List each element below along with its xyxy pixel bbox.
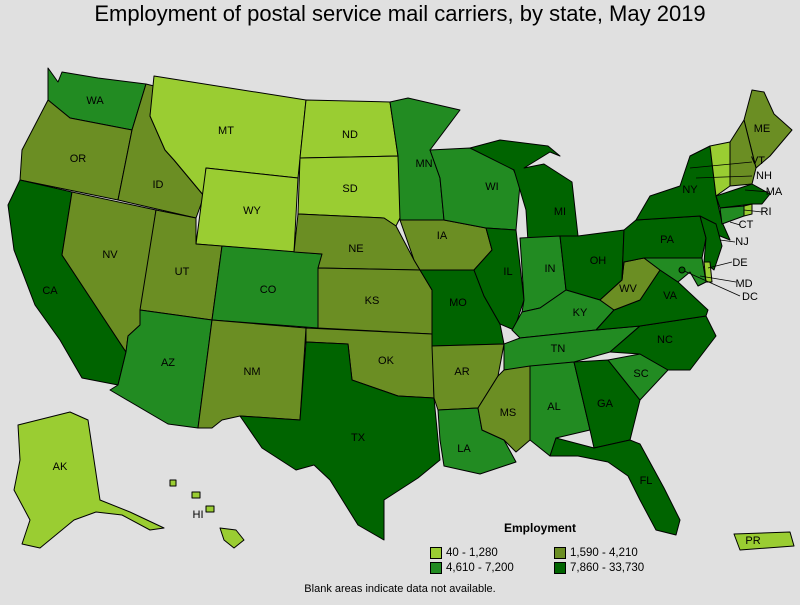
legend-swatch-4 (554, 562, 566, 574)
state-label-ut: UT (175, 266, 190, 278)
state-label-me: ME (754, 123, 771, 135)
state-label-wv: WV (619, 283, 637, 295)
state-label-mt: MT (218, 125, 234, 137)
state-label-sc: SC (633, 368, 648, 380)
state-hi-islet (191, 491, 201, 499)
state-label-ca: CA (42, 285, 58, 297)
state-pr (733, 531, 795, 551)
state-label-mi: MI (554, 206, 566, 218)
state-label-de: DE (732, 257, 747, 269)
state-label-nv: NV (102, 249, 118, 261)
state-label-nj: NJ (735, 236, 748, 248)
state-label-oh: OH (590, 255, 607, 267)
state-label-ky: KY (573, 307, 588, 319)
legend-swatch-1 (430, 547, 442, 559)
state-label-wy: WY (243, 205, 261, 217)
map-title: Employment of postal service mail carrie… (94, 1, 706, 26)
state-label-or: OR (70, 153, 87, 165)
legend-item-1: 40 - 1,280 (430, 547, 498, 559)
state-label-ak: AK (53, 461, 68, 473)
state-label-ny: NY (682, 184, 698, 196)
state-label-ga: GA (597, 398, 614, 410)
legend-label-2: 1,590 - 4,210 (570, 547, 638, 559)
leader-de (707, 261, 733, 269)
state-mi (469, 139, 579, 243)
legend-item-4: 7,860 - 33,730 (554, 562, 644, 574)
state-hi-islet (169, 479, 177, 487)
state-label-ok: OK (378, 355, 395, 367)
state-hi (219, 527, 245, 549)
state-label-id: ID (153, 179, 164, 191)
state-label-al: AL (547, 401, 560, 413)
state-label-pr: PR (745, 535, 760, 547)
state-label-wa: WA (86, 95, 104, 107)
state-hi-islet (205, 505, 215, 513)
state-label-wi: WI (485, 181, 498, 193)
state-label-tn: TN (551, 343, 566, 355)
legend-swatch-3 (430, 562, 442, 574)
state-label-md: MD (735, 278, 752, 290)
state-label-nc: NC (657, 334, 673, 346)
legend-title: Employment (504, 521, 577, 535)
leader-nj (719, 239, 736, 243)
state-label-ri: RI (761, 206, 772, 218)
leader-ma (744, 189, 771, 193)
state-label-pa: PA (660, 234, 675, 246)
state-label-mn: MN (415, 158, 432, 170)
state-label-nm: NM (243, 366, 260, 378)
legend-item-3: 4,610 - 7,200 (430, 562, 514, 574)
state-ct (719, 205, 745, 225)
state-il (473, 227, 525, 331)
state-label-ms: MS (500, 407, 517, 419)
state-label-nd: ND (342, 129, 358, 141)
state-label-dc: DC (742, 291, 758, 303)
leader-nh (695, 175, 753, 179)
state-label-sd: SD (342, 183, 357, 195)
state-dc (678, 266, 686, 274)
state-md (643, 257, 707, 287)
state-label-az: AZ (161, 357, 175, 369)
leader-md (699, 275, 737, 283)
state-label-ar: AR (454, 366, 469, 378)
state-label-tx: TX (351, 432, 366, 444)
state-label-ne: NE (348, 243, 363, 255)
state-label-ma: MA (766, 186, 783, 198)
state-me (743, 89, 793, 169)
state-nh (729, 119, 757, 187)
state-label-ct: CT (739, 219, 754, 231)
leader-ri (743, 209, 763, 213)
legend-label-1: 40 - 1,280 (446, 547, 498, 559)
state-label-ks: KS (365, 295, 380, 307)
state-label-il: IL (503, 266, 512, 278)
state-label-fl: FL (640, 475, 653, 487)
state-label-vt: VT (751, 155, 765, 167)
legend-label-3: 4,610 - 7,200 (446, 562, 514, 574)
state-label-mo: MO (449, 297, 467, 309)
leader-vt (689, 161, 753, 169)
leader-dc (681, 269, 741, 297)
state-nj (699, 215, 723, 271)
state-label-co: CO (260, 284, 277, 296)
footnote: Blank areas indicate data not available. (304, 583, 496, 595)
state-label-la: LA (457, 443, 471, 455)
state-label-nh: NH (756, 170, 772, 182)
legend-label-4: 7,860 - 33,730 (570, 562, 645, 574)
legend-item-2: 1,590 - 4,210 (554, 547, 638, 559)
leader-ct (729, 221, 741, 226)
state-ms (477, 365, 531, 453)
legend-swatch-2 (554, 547, 566, 559)
state-tx (239, 341, 441, 541)
state-label-hi: HI (193, 509, 204, 521)
state-fl (549, 437, 681, 536)
state-label-in: IN (545, 263, 556, 275)
state-ak (13, 411, 165, 549)
state-label-va: VA (663, 290, 678, 302)
state-nm (197, 319, 307, 429)
state-label-ia: IA (437, 230, 448, 242)
